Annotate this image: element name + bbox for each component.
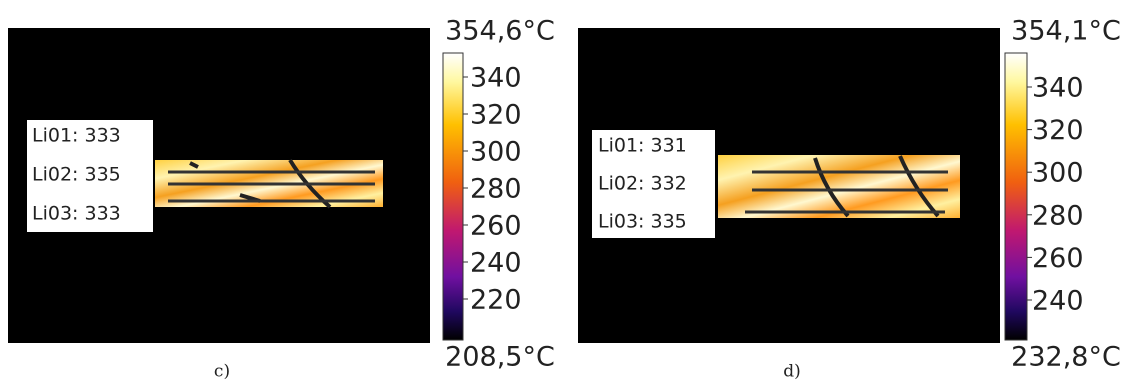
min-temp: 208,5°C <box>445 342 555 373</box>
figure: 354,6°C 208,5°C c) 340 320 300 280 260 240 220… <box>0 0 1131 385</box>
caption: d) <box>783 362 801 382</box>
tick-label: 260 <box>1032 243 1084 274</box>
colorbar <box>443 53 463 340</box>
line-label: Li03: 333 <box>32 203 121 225</box>
line-label: Li01: 331 <box>598 135 687 157</box>
tick-label: 300 <box>1032 158 1084 189</box>
specimen <box>718 155 960 218</box>
line-label: Li02: 332 <box>598 173 687 195</box>
tick-label: 240 <box>1032 286 1084 317</box>
min-temp: 232,8°C <box>1011 342 1121 373</box>
line-label: Li02: 335 <box>32 164 121 186</box>
panel-d: 354,1°C 232,8°C d) 340 320 300 280 260 240 Li0… <box>578 16 1121 382</box>
tick-label: 300 <box>470 137 522 168</box>
max-temp: 354,1°C <box>1011 16 1121 47</box>
caption: c) <box>214 362 230 382</box>
tick-label: 260 <box>470 211 522 242</box>
tick-label: 220 <box>470 285 522 316</box>
line-label: Li01: 333 <box>32 125 121 147</box>
tick-label: 280 <box>470 174 522 205</box>
panel-c: 354,6°C 208,5°C c) 340 320 300 280 260 240 220… <box>8 16 555 382</box>
line-label: Li03: 335 <box>598 211 687 233</box>
max-temp: 354,6°C <box>445 16 555 47</box>
tick-label: 240 <box>470 248 522 279</box>
colorbar <box>1005 53 1027 340</box>
tick-label: 280 <box>1032 200 1084 231</box>
tick-label: 320 <box>470 100 522 131</box>
tick-label: 340 <box>470 63 522 94</box>
tick-label: 320 <box>1032 115 1084 146</box>
tick-label: 340 <box>1032 73 1084 104</box>
